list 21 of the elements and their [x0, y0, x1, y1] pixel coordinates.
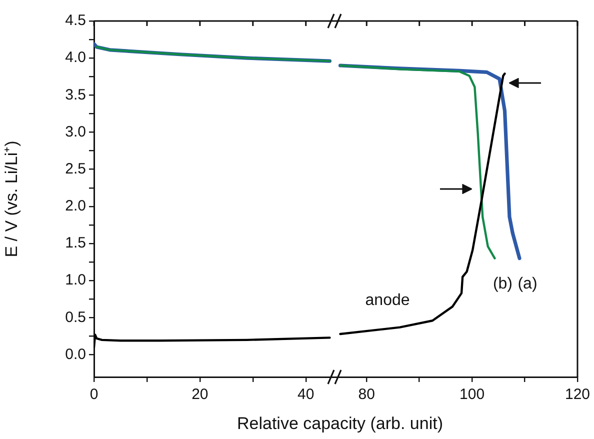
x-tick-label: 80 — [358, 386, 375, 404]
y-tick-label: 4.5 — [65, 12, 86, 30]
series-label: anode — [365, 292, 410, 310]
y-tick-label: 3.0 — [65, 123, 86, 140]
series-label: (b) — [492, 276, 513, 293]
x-tick-label: 0 — [90, 386, 98, 404]
y-tick-label: 1.0 — [65, 272, 86, 289]
y-tick-label: 2.0 — [65, 198, 86, 215]
x-tick-label: 100 — [460, 386, 485, 404]
y-tick-label: 0.0 — [65, 346, 86, 363]
x-axis-title: Relative capacity (arb. unit) — [236, 414, 444, 434]
x-tick-label: 20 — [192, 386, 208, 404]
x-tick-label: 40 — [298, 386, 314, 404]
y-tick-label: 4.0 — [65, 49, 86, 66]
y-tick-label: 3.5 — [65, 86, 86, 104]
x-tick-label: 120 — [564, 386, 590, 404]
y-tick-label: 1.5 — [65, 234, 86, 252]
series-label: (a) — [518, 276, 538, 293]
y-axis-title: E / V (vs. Li/Li⁺) — [2, 140, 21, 258]
y-tick-label: 0.5 — [65, 308, 86, 326]
y-tick-label: 2.5 — [65, 160, 86, 178]
